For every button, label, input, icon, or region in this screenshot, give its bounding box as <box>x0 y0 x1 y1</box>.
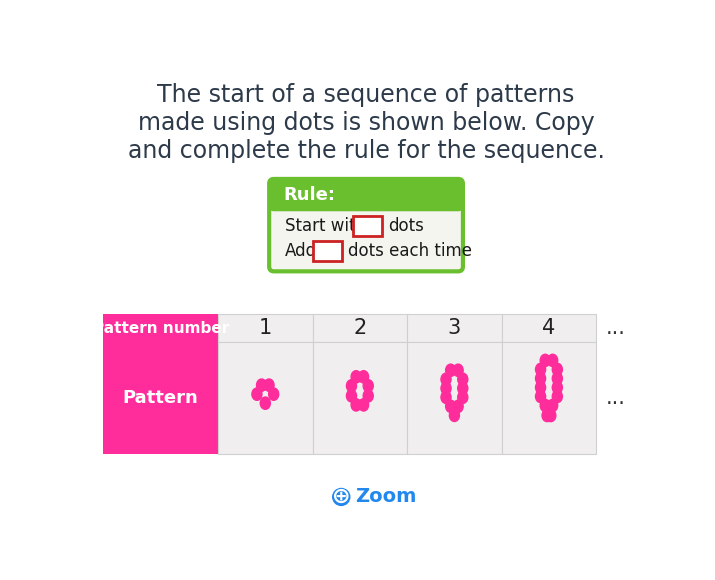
Ellipse shape <box>441 373 451 386</box>
Ellipse shape <box>542 409 552 422</box>
Ellipse shape <box>252 388 262 400</box>
FancyBboxPatch shape <box>269 179 463 271</box>
Text: ...: ... <box>606 318 626 338</box>
Bar <box>274 199 458 208</box>
Text: Zoom: Zoom <box>355 487 417 506</box>
Text: Start with: Start with <box>285 217 365 235</box>
Ellipse shape <box>536 372 546 385</box>
Circle shape <box>332 488 350 505</box>
Text: Add: Add <box>285 241 317 260</box>
Text: and complete the rule for the sequence.: and complete the rule for the sequence. <box>127 139 604 163</box>
Ellipse shape <box>363 390 373 402</box>
Text: Rule:: Rule: <box>283 186 335 204</box>
Text: Pattern: Pattern <box>123 389 199 407</box>
Text: 3: 3 <box>448 318 461 338</box>
Ellipse shape <box>536 381 546 394</box>
Bar <box>218 342 312 454</box>
Ellipse shape <box>541 354 551 367</box>
Ellipse shape <box>552 363 563 376</box>
Text: The start of a sequence of patterns: The start of a sequence of patterns <box>157 84 575 107</box>
Ellipse shape <box>257 379 267 392</box>
Text: dots: dots <box>388 217 425 235</box>
Ellipse shape <box>347 390 357 402</box>
Ellipse shape <box>536 390 546 403</box>
Ellipse shape <box>363 380 373 392</box>
Ellipse shape <box>536 363 546 376</box>
Ellipse shape <box>449 409 460 422</box>
Text: dots each time: dots each time <box>348 241 472 260</box>
FancyBboxPatch shape <box>269 179 463 211</box>
Ellipse shape <box>445 364 455 376</box>
Ellipse shape <box>453 400 463 412</box>
Ellipse shape <box>351 371 361 383</box>
Text: Pattern number: Pattern number <box>92 321 229 336</box>
Ellipse shape <box>260 397 270 409</box>
Ellipse shape <box>453 364 463 376</box>
Ellipse shape <box>546 409 556 422</box>
Bar <box>104 314 218 342</box>
Ellipse shape <box>548 399 558 412</box>
Text: ...: ... <box>606 388 626 408</box>
Ellipse shape <box>351 398 361 411</box>
Ellipse shape <box>548 354 558 367</box>
Ellipse shape <box>358 398 369 411</box>
Ellipse shape <box>541 399 551 412</box>
Bar <box>312 241 342 260</box>
Text: 4: 4 <box>542 318 556 338</box>
Text: made using dots is shown below. Copy: made using dots is shown below. Copy <box>138 111 594 135</box>
Text: 1: 1 <box>259 318 272 338</box>
Bar <box>502 342 596 454</box>
Ellipse shape <box>445 400 455 412</box>
Ellipse shape <box>458 373 468 386</box>
Bar <box>353 216 383 236</box>
Ellipse shape <box>269 388 279 400</box>
Ellipse shape <box>552 372 563 385</box>
Bar <box>502 314 596 342</box>
Bar <box>407 314 502 342</box>
Ellipse shape <box>358 371 369 383</box>
Ellipse shape <box>552 381 563 394</box>
Ellipse shape <box>441 382 451 394</box>
Ellipse shape <box>264 379 274 392</box>
Bar <box>407 342 502 454</box>
Bar <box>218 314 312 342</box>
Bar <box>104 342 218 454</box>
Bar <box>312 342 407 454</box>
Ellipse shape <box>441 391 451 404</box>
Ellipse shape <box>458 391 468 404</box>
Ellipse shape <box>347 380 357 392</box>
Text: 2: 2 <box>353 318 367 338</box>
Text: ⊕: ⊕ <box>332 487 350 507</box>
Ellipse shape <box>458 382 468 394</box>
Ellipse shape <box>552 390 563 403</box>
Bar <box>312 314 407 342</box>
